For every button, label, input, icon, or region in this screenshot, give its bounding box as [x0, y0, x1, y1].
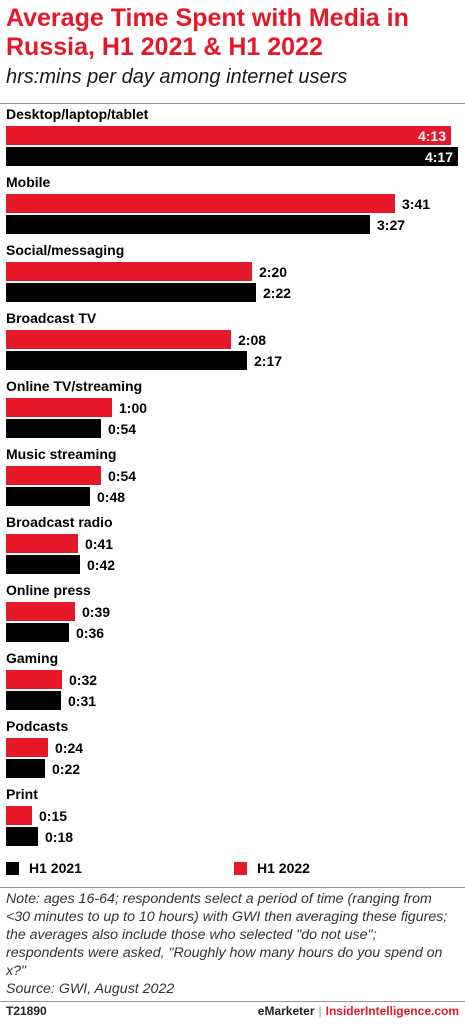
data-label-h1-2021-desktop-laptop-tablet: 4:17: [425, 149, 453, 165]
data-label-h1-2021-gaming: 0:31: [68, 693, 96, 709]
bar-h1-2022-broadcast-radio: [6, 534, 78, 553]
bar-h1-2021-social-messaging: [6, 283, 256, 302]
category-label-print: Print: [6, 786, 38, 802]
data-label-h1-2022-mobile: 3:41: [402, 196, 430, 212]
title-divider: [0, 103, 465, 104]
brand-separator: |: [318, 1004, 322, 1018]
category-label-gaming: Gaming: [6, 650, 58, 666]
bar-h1-2022-broadcast-tv: [6, 330, 231, 349]
chart-id: T21890: [6, 1004, 47, 1018]
category-label-podcasts: Podcasts: [6, 718, 68, 734]
data-label-h1-2022-gaming: 0:32: [69, 672, 97, 688]
bar-h1-2021-broadcast-tv: [6, 351, 247, 370]
legend-label-h1-2022: H1 2022: [257, 860, 310, 876]
chart-title: Average Time Spent with Media in Russia,…: [6, 4, 409, 61]
note-text: Note: ages 16-64; respondents select a p…: [6, 891, 448, 979]
bar-h1-2021-desktop-laptop-tablet: [6, 147, 458, 166]
bar-h1-2021-mobile: [6, 215, 370, 234]
data-label-h1-2022-online-press: 0:39: [82, 604, 110, 620]
data-label-h1-2022-print: 0:15: [39, 808, 67, 824]
legend-label-h1-2021: H1 2021: [29, 860, 82, 876]
data-label-h1-2021-podcasts: 0:22: [52, 761, 80, 777]
bar-chart: Desktop/laptop/tablet 4:13 4:17 Mobile 3:41 3…: [6, 106, 458, 846]
legend-swatch-h1-2021: [6, 861, 19, 875]
chart-note: Note: ages 16-64; respondents select a p…: [6, 890, 458, 998]
bar-h1-2021-music-streaming: [6, 487, 90, 506]
data-label-h1-2022-online-tv-streaming: 1:00: [119, 400, 147, 416]
bar-h1-2022-podcasts: [6, 738, 48, 757]
data-label-h1-2021-online-tv-streaming: 0:54: [108, 421, 136, 437]
bar-h1-2022-desktop-laptop-tablet: [6, 126, 451, 145]
chart-subtitle: hrs:mins per day among internet users: [6, 66, 348, 88]
data-label-h1-2022-broadcast-tv: 2:08: [238, 332, 266, 348]
category-label-broadcast-radio: Broadcast radio: [6, 514, 113, 530]
data-label-h1-2021-social-messaging: 2:22: [263, 285, 291, 301]
data-label-h1-2021-mobile: 3:27: [377, 217, 405, 233]
data-label-h1-2022-social-messaging: 2:20: [259, 264, 287, 280]
legend-item-h1-2021: H1 2021: [6, 860, 82, 876]
bar-h1-2021-online-press: [6, 623, 69, 642]
legend-item-h1-2022: H1 2022: [234, 860, 310, 876]
category-label-mobile: Mobile: [6, 174, 51, 190]
bar-h1-2022-mobile: [6, 194, 395, 213]
bar-h1-2022-music-streaming: [6, 466, 101, 485]
data-label-h1-2021-broadcast-tv: 2:17: [254, 353, 282, 369]
data-label-h1-2021-broadcast-radio: 0:42: [87, 557, 115, 573]
data-label-h1-2022-music-streaming: 0:54: [108, 468, 136, 484]
bar-h1-2022-online-press: [6, 602, 75, 621]
brand-emarketer: eMarketer: [257, 1004, 315, 1018]
data-label-h1-2022-broadcast-radio: 0:41: [85, 536, 113, 552]
category-label-broadcast-tv: Broadcast TV: [6, 310, 97, 326]
footer-divider: [0, 1001, 465, 1002]
bar-h1-2021-print: [6, 827, 38, 846]
data-label-h1-2021-music-streaming: 0:48: [97, 489, 125, 505]
category-label-social-messaging: Social/messaging: [6, 242, 124, 258]
category-label-online-press: Online press: [6, 582, 91, 598]
category-label-desktop-laptop-tablet: Desktop/laptop/tablet: [6, 106, 149, 122]
data-label-h1-2021-print: 0:18: [45, 829, 73, 845]
bar-h1-2021-gaming: [6, 691, 61, 710]
bar-h1-2022-online-tv-streaming: [6, 398, 112, 417]
bar-h1-2021-online-tv-streaming: [6, 419, 101, 438]
bar-h1-2021-broadcast-radio: [6, 555, 80, 574]
note-divider: [0, 887, 465, 888]
source-text: Source: GWI, August 2022: [6, 981, 175, 997]
data-label-h1-2022-desktop-laptop-tablet: 4:13: [418, 128, 446, 144]
category-label-music-streaming: Music streaming: [6, 446, 116, 462]
footer-brand: eMarketer | InsiderIntelligence.com: [258, 1004, 459, 1018]
bar-h1-2022-social-messaging: [6, 262, 252, 281]
data-label-h1-2021-online-press: 0:36: [76, 625, 104, 641]
legend-swatch-h1-2022: [234, 861, 247, 875]
bar-h1-2022-print: [6, 806, 32, 825]
data-label-h1-2022-podcasts: 0:24: [55, 740, 83, 756]
bar-h1-2022-gaming: [6, 670, 62, 689]
brand-insider-intelligence: InsiderIntelligence.com: [325, 1004, 459, 1018]
bar-h1-2021-podcasts: [6, 759, 45, 778]
category-label-online-tv-streaming: Online TV/streaming: [6, 378, 142, 394]
